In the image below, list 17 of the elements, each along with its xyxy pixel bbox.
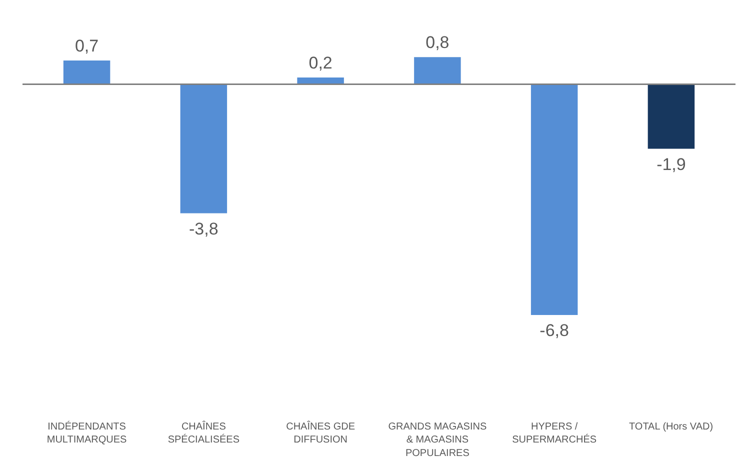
x-tick-label: GRANDS MAGASINS & MAGASINS POPULAIRES (388, 422, 487, 459)
x-tick-label: HYPERS / SUPERMARCHÉS (512, 422, 597, 446)
data-label: -3,8 (189, 219, 218, 238)
x-tick-label: CHAÎNES GDE DIFFUSION (286, 420, 356, 446)
bar (180, 84, 228, 214)
bar (648, 84, 695, 149)
x-tick-label: TOTAL (Hors VAD) (628, 422, 714, 432)
data-label: -6,8 (540, 321, 569, 340)
bar (63, 60, 110, 84)
data-label: 0,8 (426, 33, 450, 52)
bar (530, 84, 578, 316)
bar (414, 57, 461, 84)
x-tick-label: INDÉPENDANTS MULTIMARQUES (46, 420, 128, 446)
x-tick-label: CHAÎNES SPÉCIALISÉES (168, 420, 240, 446)
data-label: 0,2 (308, 53, 332, 72)
data-label: 0,7 (74, 36, 99, 56)
data-label: -1,9 (656, 154, 686, 174)
